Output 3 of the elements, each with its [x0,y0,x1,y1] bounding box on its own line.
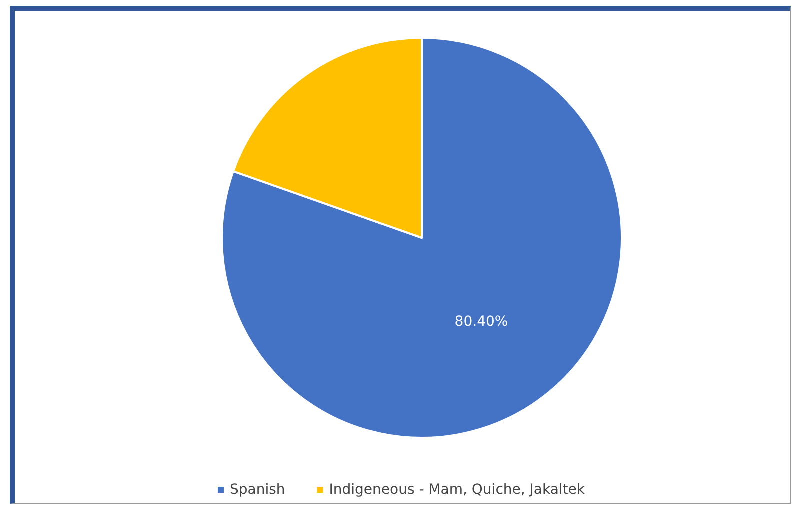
legend-label: Indigeneous - Mam, Quiche, Jakaltek [329,482,586,498]
data-label: 80.40% [454,314,508,330]
legend-label: Spanish [230,482,286,498]
